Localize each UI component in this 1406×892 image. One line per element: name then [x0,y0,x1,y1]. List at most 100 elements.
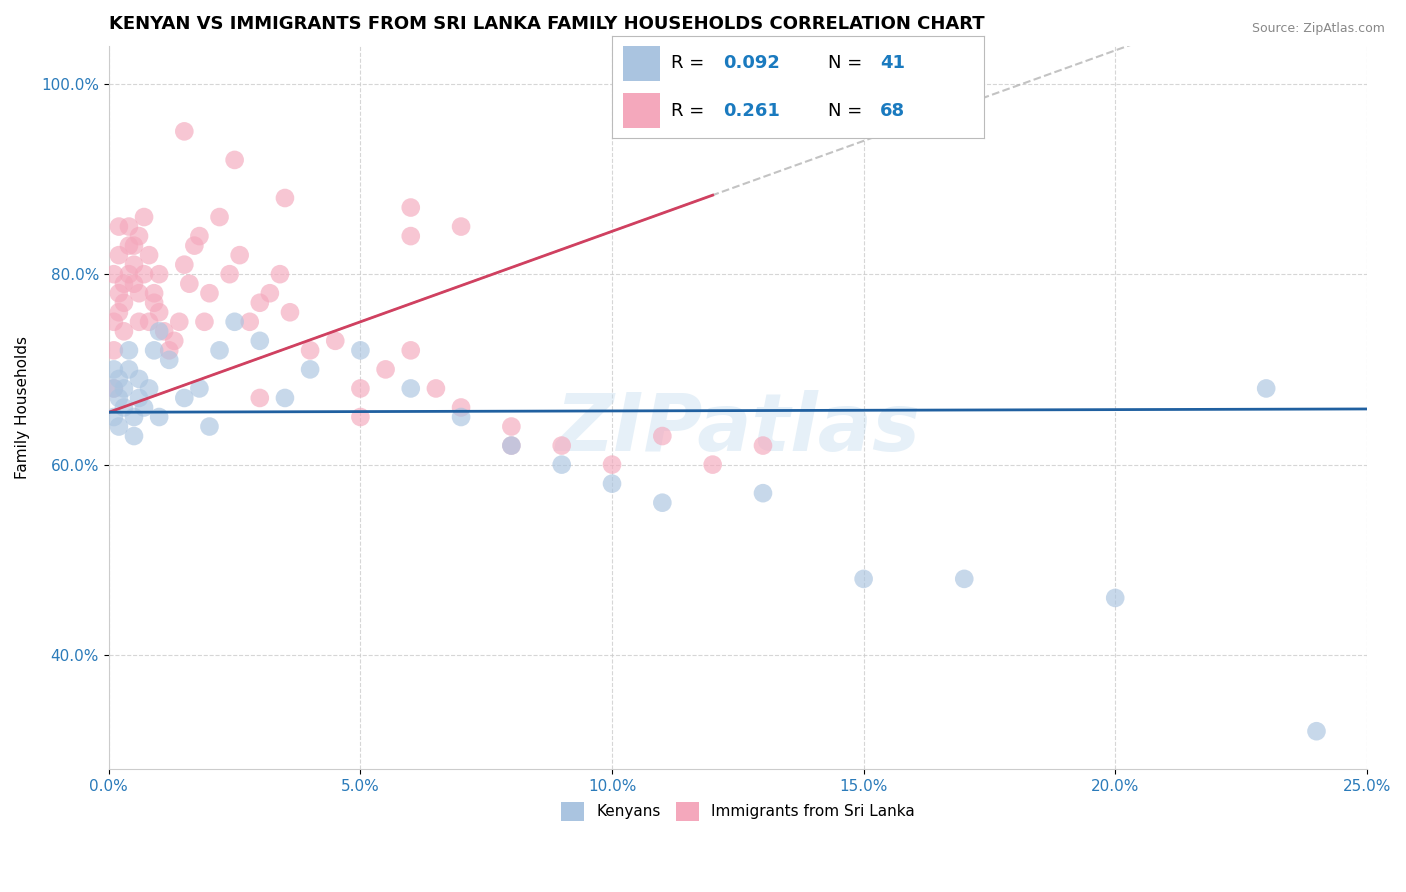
Point [128,286,150,301]
Point [122,429,145,443]
Point [108,419,131,434]
Point [112,324,135,338]
Point [450,401,472,415]
Point [138,381,160,395]
Text: ZIPatlas: ZIPatlas [555,390,921,468]
Y-axis label: Family Households: Family Households [15,336,30,479]
Point [157,352,180,367]
Text: 68: 68 [880,102,905,120]
Point [148,324,170,338]
Point [112,381,135,395]
Point [173,124,195,138]
Point [122,258,145,272]
Point [122,238,145,252]
Point [651,496,673,510]
Point [148,305,170,319]
Text: R =: R = [671,102,710,120]
Text: Source: ZipAtlas.com: Source: ZipAtlas.com [1251,22,1385,36]
Point [118,219,141,234]
Point [259,286,281,301]
Point [169,315,191,329]
Point [118,362,141,376]
Point [148,267,170,281]
Point [148,409,170,424]
Point [208,210,231,224]
Point [1305,724,1327,739]
Point [103,362,125,376]
Text: N =: N = [828,102,868,120]
Point [374,362,396,376]
Point [132,401,155,415]
Point [274,191,297,205]
Point [157,343,180,358]
Text: N =: N = [828,54,868,72]
Point [299,343,322,358]
Point [173,391,195,405]
Point [128,391,150,405]
Point [249,334,271,348]
Point [153,324,176,338]
Point [112,277,135,291]
Point [501,439,523,453]
Point [501,419,523,434]
Point [103,409,125,424]
Point [108,391,131,405]
Point [103,315,125,329]
Point [138,315,160,329]
Point [218,267,240,281]
Point [249,391,271,405]
Point [399,381,422,395]
Point [188,381,211,395]
Point [198,419,221,434]
Point [108,286,131,301]
Point [323,334,346,348]
Point [600,458,623,472]
Point [852,572,875,586]
Point [193,315,215,329]
Point [399,201,422,215]
Point [108,372,131,386]
FancyBboxPatch shape [623,93,659,128]
Point [299,362,322,376]
Point [702,458,724,472]
Point [399,343,422,358]
Point [224,315,246,329]
Point [128,229,150,244]
Point [278,305,301,319]
Text: 41: 41 [880,54,905,72]
Point [118,343,141,358]
FancyBboxPatch shape [623,46,659,81]
Point [122,409,145,424]
Text: KENYAN VS IMMIGRANTS FROM SRI LANKA FAMILY HOUSEHOLDS CORRELATION CHART: KENYAN VS IMMIGRANTS FROM SRI LANKA FAMI… [108,15,984,33]
Point [551,458,574,472]
Point [118,238,141,252]
Point [143,295,166,310]
Point [752,486,775,500]
Point [108,305,131,319]
Point [349,343,371,358]
Point [349,381,371,395]
Point [600,476,623,491]
Point [1104,591,1126,605]
Legend: Kenyans, Immigrants from Sri Lanka: Kenyans, Immigrants from Sri Lanka [555,796,921,827]
Point [122,277,145,291]
Point [274,391,297,405]
Text: R =: R = [671,54,710,72]
Text: 0.092: 0.092 [723,54,780,72]
Point [349,409,371,424]
Point [239,315,262,329]
Point [108,248,131,262]
Text: 0.261: 0.261 [723,102,780,120]
Point [143,286,166,301]
Point [143,343,166,358]
Point [188,229,211,244]
Point [108,219,131,234]
Point [112,401,135,415]
Point [128,315,150,329]
Point [208,343,231,358]
Point [651,429,673,443]
Point [118,267,141,281]
Point [103,381,125,395]
Point [132,210,155,224]
Point [138,248,160,262]
